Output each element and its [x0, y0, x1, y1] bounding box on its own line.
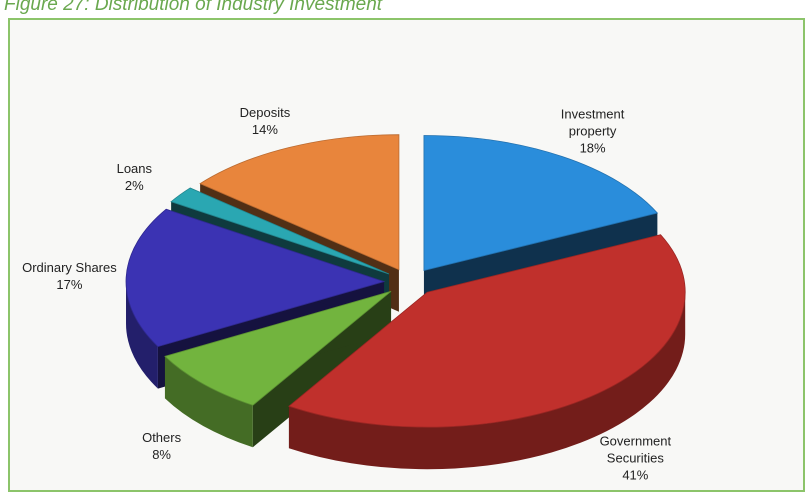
- value-label: 41%: [622, 467, 649, 483]
- value-label: 18%: [579, 140, 606, 156]
- category-label: Deposits: [239, 104, 291, 120]
- category-label: Others: [142, 430, 182, 446]
- slice-wall: [164, 356, 253, 448]
- slice-label: Investment property 18%: [538, 106, 648, 157]
- slice: [164, 290, 392, 406]
- slice-label: Loans 2%: [117, 160, 152, 194]
- category-label: Ordinary Shares: [22, 260, 117, 276]
- slice-label: Government Securities 41%: [580, 432, 690, 483]
- category-label: Investment property: [560, 106, 625, 139]
- slice-label: Deposits 14%: [240, 104, 291, 138]
- slice: [199, 134, 400, 271]
- slice-label: Ordinary Shares 17%: [22, 259, 117, 293]
- category-label: Government Securities: [599, 433, 672, 466]
- chart-title: Figure 27: Distribution of Industry Inve…: [4, 0, 383, 15]
- value-label: 2%: [124, 178, 144, 194]
- slice-wall: [288, 292, 686, 470]
- slice-label: Others 8%: [142, 429, 181, 463]
- slice-wall: [126, 281, 158, 389]
- slice: [170, 187, 390, 275]
- slice: [125, 208, 386, 348]
- slice: [423, 135, 659, 272]
- slice: [288, 234, 686, 428]
- category-label: Loans: [116, 161, 153, 177]
- value-label: 17%: [56, 277, 83, 293]
- value-label: 8%: [152, 447, 171, 463]
- value-label: 14%: [251, 121, 278, 137]
